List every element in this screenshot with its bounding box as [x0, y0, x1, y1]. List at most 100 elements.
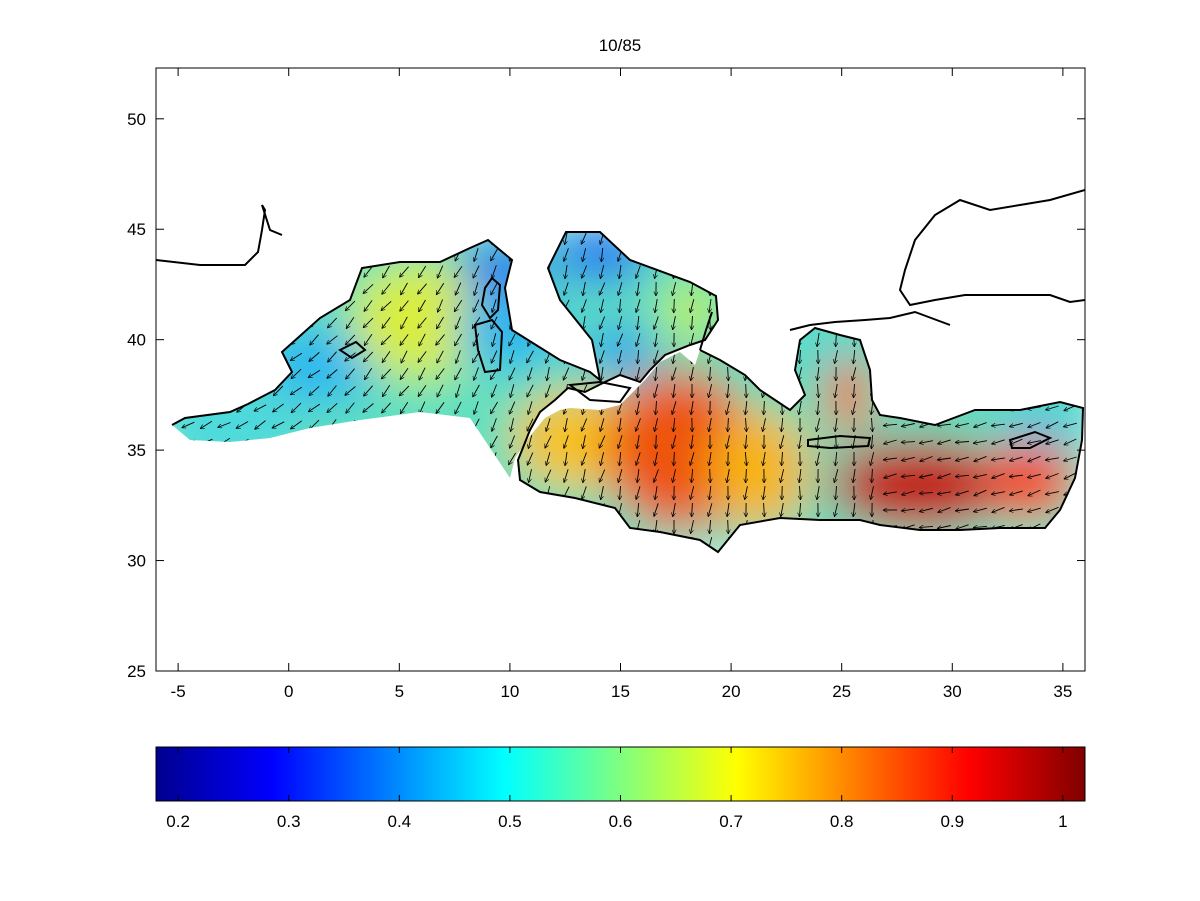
wind-arrow	[418, 385, 427, 396]
wind-arrow	[763, 486, 765, 500]
wind-arrow	[1064, 404, 1077, 411]
wind-arrow	[727, 469, 730, 483]
wind-arrow	[619, 298, 620, 313]
wind-arrow	[901, 490, 915, 495]
wind-arrow	[655, 366, 656, 381]
wind-arrow	[618, 435, 623, 448]
wind-arrow	[654, 503, 659, 516]
wind-arrow	[436, 384, 444, 398]
wind-arrow	[636, 452, 641, 465]
wind-arrow	[973, 507, 987, 512]
wind-arrow	[308, 403, 321, 412]
wind-arrow	[973, 526, 988, 527]
wind-arrow	[527, 452, 534, 466]
wind-arrow	[853, 349, 854, 364]
wind-arrow	[400, 368, 409, 379]
wind-arrow	[600, 265, 605, 279]
wind-arrow	[363, 367, 373, 380]
wind-arrow	[582, 452, 587, 466]
wind-arrow	[473, 333, 480, 347]
wind-arrow	[672, 282, 677, 296]
sardinia	[473, 318, 504, 374]
wind-arrow	[583, 282, 586, 296]
wind-arrow	[491, 350, 498, 364]
wind-arrow	[364, 266, 373, 278]
wind-arrow	[901, 475, 916, 476]
wind-arrow	[728, 366, 729, 381]
wind-arrow	[852, 367, 857, 381]
wind-arrow	[437, 265, 444, 279]
wind-arrow	[472, 384, 480, 397]
wind-arrow	[254, 404, 267, 412]
wind-arrow	[1027, 473, 1041, 477]
wind-arrow	[817, 400, 818, 415]
wind-arrow	[853, 469, 855, 483]
wind-arrow	[564, 282, 569, 295]
wind-arrow	[636, 299, 641, 312]
wind-arrow	[309, 352, 320, 361]
wind-arrow	[436, 402, 445, 413]
wind-arrow	[382, 265, 390, 278]
x-tick-label: 25	[832, 682, 851, 701]
wind-arrow	[345, 334, 356, 345]
wind-arrow	[799, 401, 802, 415]
wind-arrow	[800, 349, 801, 364]
wind-arrow	[937, 492, 951, 494]
wind-arrow	[710, 366, 711, 381]
wind-arrow	[255, 420, 266, 430]
wind-arrow	[1045, 491, 1059, 495]
wind-arrow	[1028, 489, 1041, 496]
wind-arrow	[601, 299, 604, 313]
wind-arrow	[1045, 473, 1059, 479]
wind-arrow	[363, 403, 374, 413]
wind-arrow	[745, 451, 746, 466]
wind-arrow	[955, 475, 970, 476]
wind-arrow	[618, 469, 623, 483]
wind-arrow	[745, 486, 748, 500]
wind-arrow	[382, 384, 391, 397]
wind-arrow	[327, 317, 338, 328]
wind-arrow	[400, 350, 408, 364]
wind-arrow	[583, 469, 585, 483]
wind-arrow	[617, 333, 624, 347]
wind-arrow	[937, 424, 952, 426]
wind-arrow	[472, 265, 480, 279]
wind-arrow	[546, 452, 551, 465]
wind-arrow	[834, 469, 839, 483]
wind-arrow	[290, 352, 303, 362]
wind-arrow	[883, 424, 898, 425]
wind-arrow	[690, 333, 695, 347]
wind-arrow	[780, 469, 785, 483]
wind-arrow	[1009, 456, 1023, 461]
wind-arrow	[399, 266, 409, 278]
wind-arrow	[417, 265, 427, 278]
colorbar-tick-label: 1	[1058, 812, 1067, 831]
wind-arrow	[327, 369, 338, 379]
wind-arrow	[673, 503, 676, 517]
wind-arrow	[546, 384, 551, 397]
wind-arrow	[919, 493, 934, 494]
wind-arrow	[582, 248, 587, 262]
wind-arrow	[474, 282, 479, 295]
wind-arrow	[619, 265, 621, 279]
wind-arrow	[991, 458, 1005, 460]
wind-arrow	[328, 385, 337, 397]
wind-arrow	[1028, 422, 1041, 428]
wind-arrow	[654, 316, 659, 329]
colorbar-gradient	[155, 746, 1086, 802]
wind-arrow	[673, 469, 676, 483]
wind-arrow	[955, 509, 969, 511]
wind-arrow	[581, 418, 588, 432]
wind-arrow	[291, 368, 302, 379]
wind-arrow	[992, 506, 1005, 512]
wind-arrow	[690, 452, 695, 465]
wind-arrow	[1063, 422, 1077, 427]
wind-arrow	[436, 368, 445, 379]
wind-arrow	[637, 315, 639, 330]
wind-arrow	[654, 469, 659, 482]
wind-arrow	[474, 248, 479, 261]
wind-arrow	[974, 455, 987, 461]
wind-arrow	[1027, 507, 1041, 512]
wind-arrow	[345, 300, 356, 311]
wind-arrow	[273, 385, 284, 396]
